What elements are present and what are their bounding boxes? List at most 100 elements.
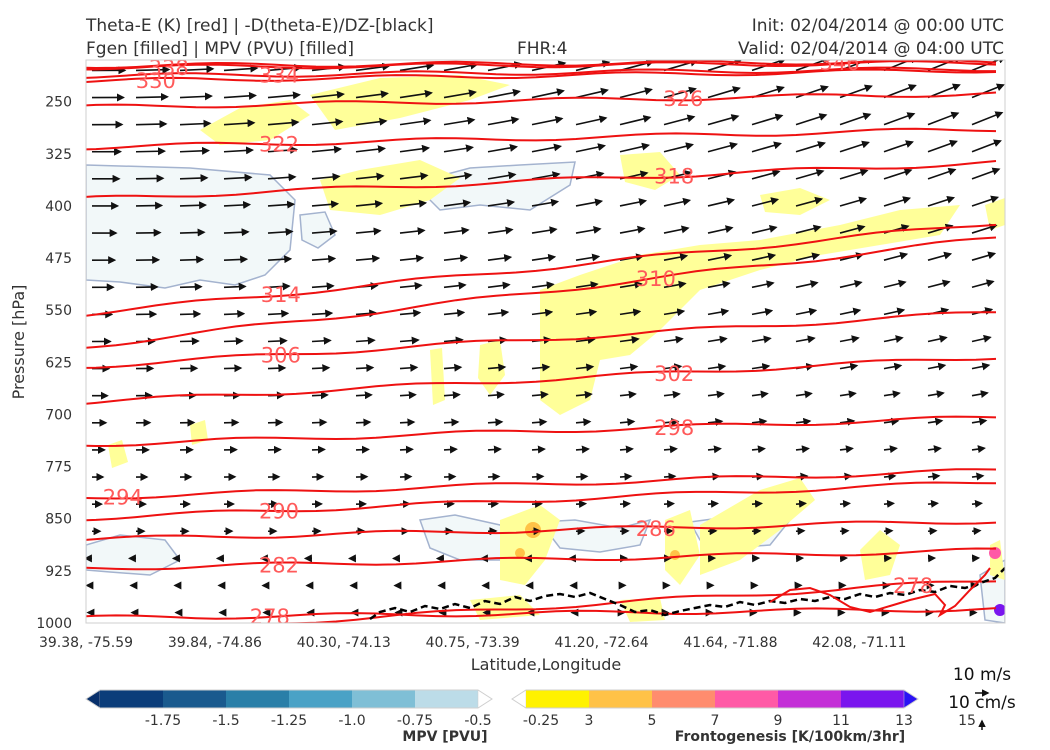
wind-arrow xyxy=(663,225,690,234)
quiver-key-vertical-label: 10 cm/s xyxy=(948,693,1016,713)
wind-arrow xyxy=(927,445,942,454)
wind-arrow xyxy=(971,83,1005,99)
wind-arrow xyxy=(751,363,771,371)
wind-arrow xyxy=(179,228,206,237)
wind-arrow xyxy=(751,169,781,180)
y-axis-ticks: 250 325 400 475 550 625 700 775 850 925 1000 xyxy=(36,95,72,632)
wind-arrow xyxy=(311,227,338,236)
wind-arrow xyxy=(927,335,948,343)
wind-arrow xyxy=(487,390,505,399)
fgen-maximum xyxy=(525,522,541,538)
wind-arrow xyxy=(531,445,546,454)
colorbar-segment xyxy=(100,690,164,708)
wind-arrow xyxy=(795,280,819,289)
wind-arrow xyxy=(663,308,686,317)
wind-arrow xyxy=(531,390,549,399)
wind-arrow xyxy=(707,86,741,99)
wind-arrow xyxy=(575,198,604,207)
wind-arrow xyxy=(795,196,824,207)
wind-arrow xyxy=(707,390,725,399)
wind-arrow xyxy=(179,282,203,291)
wind-arrow xyxy=(575,308,598,317)
wind-arrow xyxy=(619,390,637,399)
wind-arrow xyxy=(575,390,593,399)
fgen-region xyxy=(620,152,680,190)
wind-arrow xyxy=(707,308,730,316)
fgen-maximum xyxy=(994,604,1005,616)
wind-arrow xyxy=(355,418,372,427)
wind-arrow xyxy=(399,199,428,208)
colorbar-tick-label: 5 xyxy=(648,713,657,729)
wind-arrow xyxy=(179,174,209,183)
wind-arrow xyxy=(443,472,457,481)
y-tick-label: 925 xyxy=(45,564,72,580)
wind-arrow xyxy=(267,336,288,345)
wind-arrow xyxy=(663,499,676,508)
wind-arrow xyxy=(399,144,431,153)
wind-arrow xyxy=(927,417,944,426)
theta-e-contours xyxy=(86,60,997,623)
wind-arrow xyxy=(575,281,599,290)
wind-arrow xyxy=(663,197,692,207)
wind-arrow xyxy=(399,281,423,290)
wind-arrow xyxy=(751,499,764,508)
wind-arrow xyxy=(355,227,382,236)
wind-arrow xyxy=(795,390,813,399)
wind-arrow xyxy=(487,143,519,153)
wind-arrow xyxy=(971,334,992,343)
wind-arrow xyxy=(355,254,381,263)
colorbar-outline xyxy=(511,689,919,709)
wind-arrow xyxy=(487,281,511,290)
theta-e-contour-line xyxy=(86,520,997,541)
wind-arrow xyxy=(619,308,642,317)
wind-arrow xyxy=(223,309,246,318)
theta-e-contour-line xyxy=(86,357,997,405)
quiver-key: 10 m/s 10 cm/s xyxy=(948,665,1016,730)
theta-e-contour-label: 306 xyxy=(261,344,301,368)
y-tick-label: 400 xyxy=(45,199,72,215)
wind-arrow xyxy=(443,418,460,427)
theta-e-contour-line xyxy=(86,160,997,198)
wind-arrow xyxy=(663,390,681,399)
wind-arrow xyxy=(179,119,212,128)
wind-arrow xyxy=(575,115,608,126)
wind-arrow xyxy=(487,226,514,235)
x-tick-label: 41.20, -72.64 xyxy=(554,635,648,651)
wind-arrow xyxy=(575,336,596,344)
colorbar-tick-label: 13 xyxy=(895,713,913,729)
wind-arrow xyxy=(839,140,870,153)
wind-arrow xyxy=(311,118,344,127)
theta-e-contour-line xyxy=(86,415,997,448)
wind-arrow xyxy=(311,254,337,263)
wind-arrow xyxy=(663,472,677,481)
wind-arrow xyxy=(883,84,917,99)
dthetae-dz-contour xyxy=(369,567,1005,621)
fgen-region xyxy=(430,348,445,405)
wind-arrow xyxy=(707,280,731,289)
wind-arrow xyxy=(223,337,244,346)
x-tick-label: 39.38, -75.59 xyxy=(39,635,133,651)
wind-arrow xyxy=(927,251,953,261)
y-tick-label: 775 xyxy=(45,460,72,476)
wind-arrow xyxy=(883,472,897,481)
theta-e-contour-line xyxy=(86,468,997,500)
theta-e-contour-line xyxy=(86,311,997,369)
plot-frame xyxy=(85,59,1006,624)
wind-arrow xyxy=(751,141,782,153)
wind-arrow xyxy=(223,146,255,155)
wind-arrow xyxy=(927,362,947,371)
colorbar-segment xyxy=(163,690,227,708)
frontogenesis-colorbar: 3 5 7 9 11 13 15 xyxy=(511,689,976,729)
colorbar-tick-label: 9 xyxy=(774,713,783,729)
wind-arrow xyxy=(487,116,520,126)
wind-arrow xyxy=(487,445,502,454)
wind-arrow xyxy=(883,251,909,261)
wind-arrow xyxy=(311,282,335,291)
wind-arrow xyxy=(399,309,422,318)
wind-arrow xyxy=(399,254,425,263)
theta-e-contour-label: 298 xyxy=(654,416,694,440)
y-tick-label: 550 xyxy=(45,303,72,319)
wind-arrow xyxy=(355,309,378,318)
theta-e-contour-line xyxy=(86,60,997,70)
